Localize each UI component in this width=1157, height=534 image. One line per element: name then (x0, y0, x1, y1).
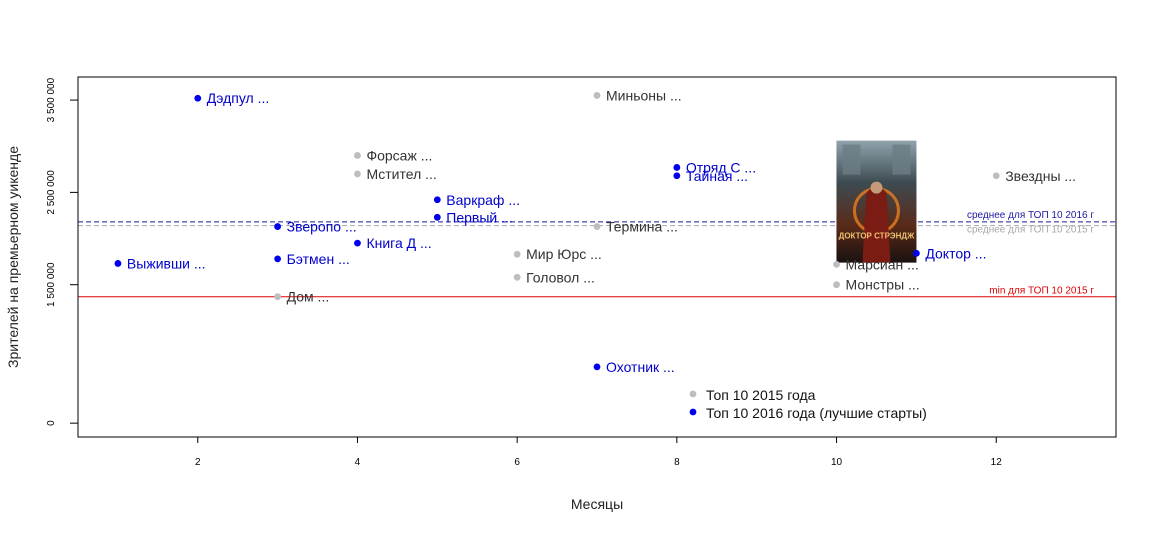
point-label-s0-7: Головол ... (526, 269, 595, 285)
point-label-s1-7: Доктор ... (925, 245, 986, 261)
point-label-s1-8: Бэтмен ... (287, 251, 350, 267)
point-label-s0-6: Марсиан ... (846, 256, 919, 272)
y-tick-label-2: 2 500 000 (46, 170, 57, 215)
point-s0-7 (513, 273, 521, 281)
poster-head (870, 181, 883, 194)
legend-label-1: Топ 10 2016 года (лучшие старты) (706, 405, 927, 421)
legend-marker-0 (689, 390, 697, 398)
x-tick-label-2: 6 (514, 457, 520, 468)
point-label-s0-4: Термина ... (606, 219, 678, 235)
point-label-s0-1: Форсаж ... (366, 147, 432, 163)
legend-label-0: Топ 10 2015 года (706, 387, 816, 403)
reference-label-0: среднее для ТОП 10 2016 г (967, 210, 1094, 221)
point-label-s1-4: Первый ... (446, 209, 513, 225)
point-s0-4 (593, 223, 601, 230)
x-tick-label-4: 10 (831, 457, 843, 468)
point-label-s0-0: Миньоны ... (606, 87, 682, 103)
point-label-s1-6: Книга Д ... (366, 235, 431, 251)
point-s1-1 (673, 164, 681, 171)
legend: Топ 10 2015 года Топ 10 2016 года (лучшие… (689, 387, 927, 421)
point-label-s0-3: Звездны ... (1005, 168, 1076, 184)
reference-lines: среднее для ТОП 10 2016 г среднее для ТОП… (78, 210, 1116, 298)
x-tick-label-1: 4 (355, 457, 361, 468)
point-s0-8 (833, 281, 840, 289)
poster-building-left (842, 144, 861, 175)
point-s1-5 (274, 223, 282, 230)
y-axis-label: Зрителей на премьерном уикенде (5, 146, 21, 368)
point-s1-10 (593, 363, 601, 371)
poster-title: ДОКТОР СТРЭНДЖ (839, 232, 915, 241)
point-s1-6 (354, 239, 361, 247)
point-label-s0-9: Дом ... (287, 289, 330, 305)
x-axis: 2 4 6 8 10 12 (195, 437, 1002, 468)
y-tick-label-1: 1 500 000 (46, 262, 57, 307)
point-s0-1 (354, 152, 361, 159)
x-tick-label-0: 2 (195, 457, 201, 468)
y-tick-label-3: 3 500 000 (46, 77, 57, 122)
point-label-s1-10: Охотник ... (606, 359, 675, 375)
point-s1-8 (274, 255, 282, 263)
point-label-s1-2: Тайная ... (686, 168, 748, 184)
x-tick-label-3: 8 (674, 457, 680, 468)
poster-figure (862, 186, 891, 263)
point-s1-9 (114, 260, 122, 267)
y-axis: 0 1 500 000 2 500 000 3 500 000 (46, 77, 78, 426)
point-label-s1-5: Зверопо ... (287, 219, 357, 235)
plot-frame (77, 76, 1117, 438)
reference-label-1: среднее для ТОП 10 2015 г (967, 225, 1094, 236)
point-s0-9 (274, 293, 282, 301)
data-points: Миньоны ... Форсаж ... Мстител ... Звездны … (114, 87, 1076, 375)
point-s1-7 (912, 249, 920, 257)
point-label-s1-0: Дэдпул ... (207, 90, 270, 106)
point-label-s0-8: Монстры ... (846, 277, 920, 293)
point-label-s1-9: Выживши ... (127, 255, 206, 271)
point-s1-0 (194, 94, 202, 102)
doctor-strange-poster: ДОКТОР СТРЭНДЖ (836, 140, 917, 263)
x-tick-label-5: 12 (991, 457, 1003, 468)
point-s1-2 (673, 172, 681, 180)
point-s0-3 (992, 172, 1000, 180)
legend-marker-1 (689, 408, 697, 416)
point-s0-6 (833, 260, 840, 268)
point-label-s1-1: Отряд С ... (686, 159, 756, 175)
y-tick-label-0: 0 (46, 420, 57, 426)
point-label-s1-3: Варкраф ... (446, 192, 520, 208)
point-s0-5 (513, 250, 521, 258)
point-s0-2 (354, 170, 361, 178)
x-axis-label: Месяцы (571, 496, 623, 512)
reference-label-2: min для ТОП 10 2015 г (989, 286, 1094, 297)
point-s1-3 (433, 196, 441, 204)
poster-building-right (892, 144, 911, 175)
point-s0-0 (593, 92, 601, 99)
point-label-s0-5: Мир Юрс ... (526, 246, 602, 262)
point-s1-4 (433, 213, 441, 221)
point-label-s0-2: Мстител ... (366, 166, 436, 182)
